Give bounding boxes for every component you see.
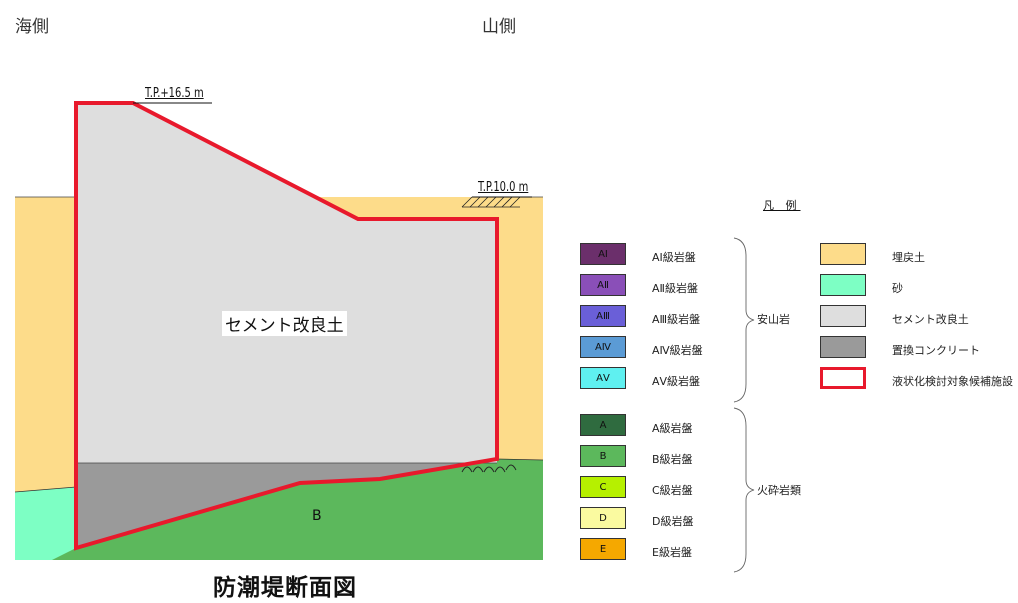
legend-label-sand: 砂 bbox=[892, 282, 903, 295]
legend-swatch-a5: AⅤ bbox=[580, 367, 626, 389]
legend-label-a: A級岩盤 bbox=[652, 422, 693, 435]
legend-swatch-e: E bbox=[580, 538, 626, 560]
legend-label-cement-soil: セメント改良土 bbox=[892, 313, 969, 326]
legend-label-a5: AⅤ級岩盤 bbox=[652, 375, 701, 388]
legend-label-liquefaction: 液状化検討対象候補施設 bbox=[892, 375, 1013, 388]
diagram-title: 防潮堤断面図 bbox=[213, 575, 357, 601]
cross-section-diagram bbox=[14, 101, 544, 560]
replacement-concrete-area bbox=[76, 459, 497, 548]
rock-b-area bbox=[52, 459, 543, 560]
liquefaction-facility-outline bbox=[74, 101, 499, 551]
legend-label-a1: AⅠ級岩盤 bbox=[652, 251, 696, 264]
cement-soil-zone-label: セメント改良土 bbox=[222, 311, 347, 336]
elevation-ground-label: T.P.10.0 m bbox=[478, 180, 529, 195]
ground-hatch-icon bbox=[461, 196, 521, 208]
legend-group-andesite: 安山岩 bbox=[757, 313, 790, 326]
legend-swatch-a3: AⅢ bbox=[580, 305, 626, 327]
rock-b-zone-label: B bbox=[312, 508, 322, 524]
cement-improved-soil-area bbox=[76, 103, 497, 463]
legend-label-a4: AⅣ級岩盤 bbox=[652, 344, 703, 357]
legend-title: 凡 例 bbox=[763, 199, 801, 212]
legend-braces bbox=[733, 237, 755, 573]
legend-swatch-d: D bbox=[580, 507, 626, 529]
tuff-brace-icon bbox=[733, 407, 755, 573]
seaside-label: 海側 bbox=[15, 17, 49, 37]
legend-swatch-a2: AⅡ bbox=[580, 274, 626, 296]
legend-swatch-a4: AⅣ bbox=[580, 336, 626, 358]
legend-label-a3: AⅢ級岩盤 bbox=[652, 313, 701, 326]
legend-swatch-c: C bbox=[580, 476, 626, 498]
legend-label-b: B級岩盤 bbox=[652, 453, 693, 466]
legend-label-backfill: 埋戻土 bbox=[892, 251, 925, 264]
legend-swatch-concrete bbox=[820, 336, 866, 358]
legend-swatch-cement-soil bbox=[820, 305, 866, 327]
legend-swatch-b: B bbox=[580, 445, 626, 467]
legend-swatch-a1: AⅠ bbox=[580, 243, 626, 265]
legend-group-tuff: 火砕岩類 bbox=[757, 484, 801, 497]
legend-label-a2: AⅡ級岩盤 bbox=[652, 282, 698, 295]
legend-label-d: D級岩盤 bbox=[652, 515, 694, 528]
mountainside-label: 山側 bbox=[482, 17, 516, 37]
legend-swatch-a: A bbox=[580, 414, 626, 436]
legend-swatch-liquefaction bbox=[820, 367, 866, 389]
sand-area bbox=[15, 487, 76, 560]
legend-label-c: C級岩盤 bbox=[652, 484, 693, 497]
elevation-top-label: T.P.+16.5 m bbox=[145, 86, 204, 101]
legend-swatch-sand bbox=[820, 274, 866, 296]
andesite-brace-icon bbox=[733, 237, 755, 403]
rock-surface-arcs-icon bbox=[461, 464, 517, 473]
legend-label-e: E級岩盤 bbox=[652, 546, 692, 559]
legend-swatch-backfill bbox=[820, 243, 866, 265]
legend-label-concrete: 置換コンクリート bbox=[892, 344, 980, 357]
